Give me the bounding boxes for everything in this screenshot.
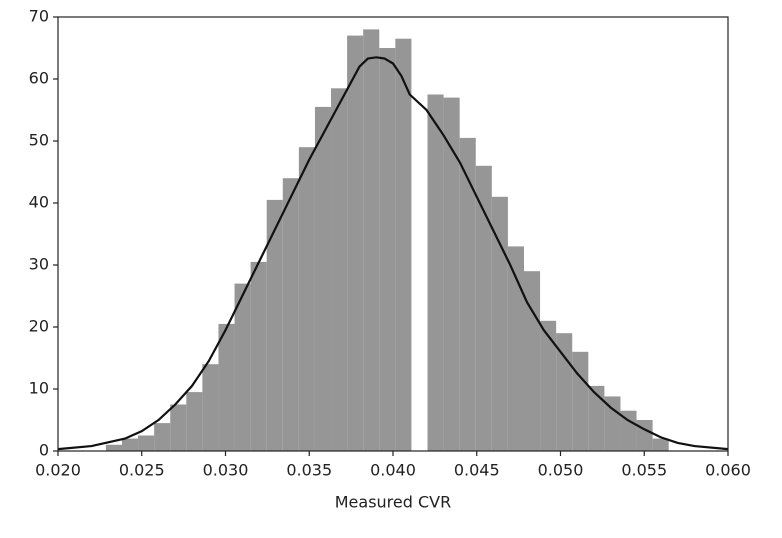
x-tick-label: 0.055	[621, 461, 667, 480]
bar	[443, 97, 460, 451]
bar	[347, 35, 364, 451]
bar	[507, 246, 524, 451]
bar	[636, 420, 653, 451]
bar	[604, 396, 621, 451]
x-tick-label: 0.040	[370, 461, 416, 480]
bar	[314, 106, 332, 452]
bar	[234, 283, 251, 451]
bar	[379, 48, 396, 451]
bar	[540, 320, 557, 451]
y-tick-label: 20	[29, 317, 49, 336]
x-tick-label: 0.045	[454, 461, 500, 480]
x-tick-label: 0.035	[286, 461, 332, 480]
bar	[170, 404, 187, 451]
y-tick-label: 60	[29, 69, 49, 88]
bar	[395, 38, 412, 451]
bar	[282, 178, 299, 451]
x-tick-label: 0.030	[203, 461, 249, 480]
y-tick-label: 30	[29, 255, 49, 274]
x-tick-label: 0.025	[119, 461, 165, 480]
bar	[250, 261, 267, 451]
bar	[266, 199, 283, 451]
bar	[186, 392, 203, 451]
y-tick-label: 10	[29, 379, 49, 398]
bar	[298, 147, 315, 451]
bar	[154, 423, 171, 451]
bar	[202, 364, 219, 451]
x-axis-label: Measured CVR	[335, 493, 451, 512]
bar	[218, 323, 235, 451]
bar	[475, 165, 492, 452]
bar	[620, 410, 637, 451]
x-tick-label: 0.020	[35, 461, 81, 480]
x-tick-label: 0.060	[705, 461, 751, 480]
y-tick-label: 0	[39, 441, 49, 460]
y-tick-label: 50	[29, 131, 49, 150]
kde-line	[57, 56, 729, 451]
bar	[105, 444, 122, 451]
bar	[459, 137, 476, 451]
bar	[491, 196, 508, 451]
bar	[331, 88, 348, 452]
bar	[427, 94, 444, 451]
bar	[121, 438, 139, 451]
bar	[363, 29, 380, 452]
y-tick-label: 70	[29, 7, 49, 26]
bar	[138, 435, 155, 451]
x-tick-label: 0.050	[538, 461, 584, 480]
bar	[588, 385, 605, 451]
bar	[652, 438, 669, 451]
bar	[523, 271, 541, 451]
y-tick-label: 40	[29, 193, 49, 212]
bar	[572, 351, 589, 451]
